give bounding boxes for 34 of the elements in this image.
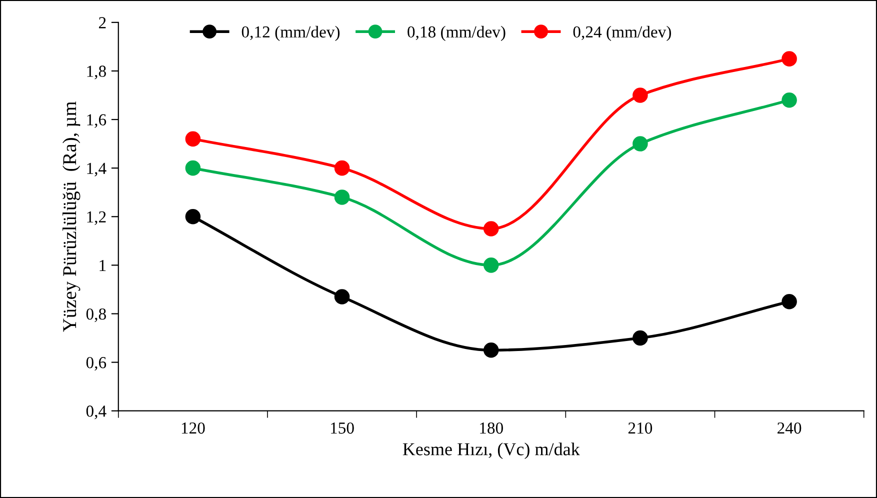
y-tick-label: 1,4 [87,162,106,176]
point [782,92,797,108]
y-tick-label: 1,6 [87,114,106,128]
x-tick-label: 120 [182,422,205,434]
point [632,136,648,152]
x-tick-label: 180 [480,422,503,434]
y-tick-label: 0,4 [86,406,106,420]
point [334,289,350,304]
point [632,88,648,103]
point [632,330,648,346]
point [782,51,797,66]
x-tick-label: 150 [330,422,354,434]
point [334,160,350,176]
y-tick-label: 1,8 [87,66,106,80]
point [185,131,201,147]
point [782,294,797,310]
x-axis-title: Kesme Hızı, (Vc) m/dak [402,442,580,460]
legend-label: 0,18 (mm/dev) [408,26,506,41]
point [483,221,499,236]
y-tick-label: 0,8 [86,308,106,322]
point [483,342,499,358]
point [334,190,350,205]
point [185,160,201,176]
y-tick-label: 0,6 [86,356,106,371]
y-axis-title: Yüzey Pürüzlülüğü (Ra), µm [62,101,80,332]
y-tick-label: 1 [100,260,106,271]
y-tick-label: 2 [98,17,106,28]
legend-label: 0,24 (mm/dev) [573,26,671,41]
x-tick-label: 240 [778,422,802,434]
point [185,208,201,224]
point [483,258,499,273]
y-tick-label: 1,2 [87,211,106,225]
legend-label: 0,12 (mm/dev) [242,26,340,41]
x-tick-label: 210 [628,422,652,434]
